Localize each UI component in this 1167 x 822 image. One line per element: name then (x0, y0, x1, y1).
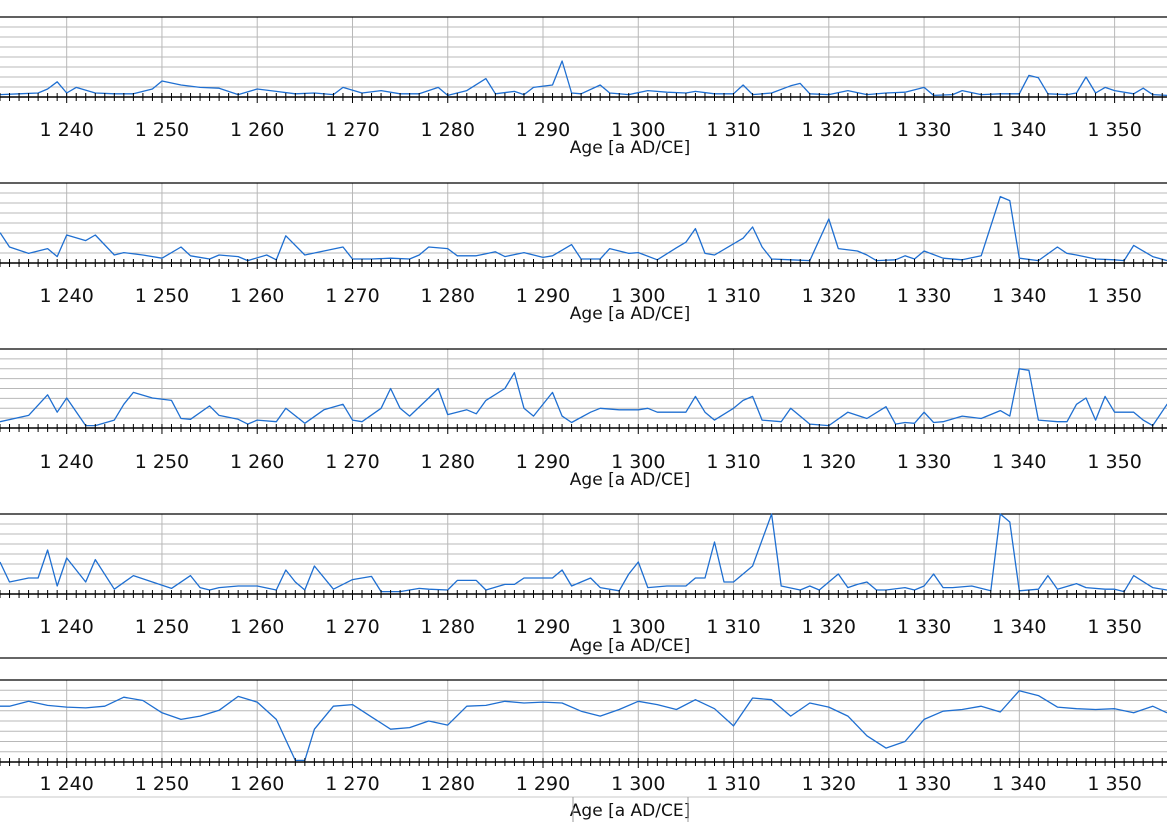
x-tick-label: 1 330 (897, 451, 951, 473)
x-tick-label: 1 320 (802, 119, 856, 141)
x-tick-label: 1 300 (611, 119, 665, 141)
x-tick-label: 1 350 (1087, 285, 1141, 307)
x-tick-label: 1 260 (230, 616, 284, 638)
x-tick-label: 1 270 (325, 773, 379, 795)
chart-panel-5: 1 240 1 250 1 260 1 270 1 280 1 290 1 300 1 310… (0, 679, 1167, 822)
series-line (0, 368, 1167, 427)
x-tick-label: 1 350 (1087, 119, 1141, 141)
x-tick-label: 1 250 (135, 773, 189, 795)
x-tick-label: 1 270 (325, 119, 379, 141)
x-tick-label: 1 280 (421, 773, 475, 795)
x-tick-label: 1 340 (992, 451, 1046, 473)
x-tick-label: 1 280 (421, 616, 475, 638)
x-tick-label: 1 320 (802, 285, 856, 307)
x-tick-label: 1 320 (802, 451, 856, 473)
x-tick-label: 1 250 (135, 119, 189, 141)
x-tick-label: 1 290 (516, 773, 570, 795)
x-tick-label: 1 330 (897, 773, 951, 795)
x-tick-label: 1 250 (135, 451, 189, 473)
chart-panel-1: 1 240 1 250 1 260 1 270 1 280 1 290 1 300 1 310… (0, 16, 1167, 158)
x-tick-label: 1 240 (39, 616, 93, 638)
x-tick-label: 1 280 (421, 285, 475, 307)
x-tick-label: 1 270 (325, 285, 379, 307)
series-line (0, 513, 1167, 593)
x-tick-label: 1 280 (421, 451, 475, 473)
x-tick-label: 1 320 (802, 616, 856, 638)
x-tick-label: 1 350 (1087, 451, 1141, 473)
x-axis-title: Age [a AD/CE] (570, 304, 690, 324)
x-tick-label: 1 260 (230, 451, 284, 473)
x-tick-label: 1 290 (516, 119, 570, 141)
x-axis-title: Age [a AD/CE] (570, 138, 690, 158)
x-tick-label: 1 270 (325, 451, 379, 473)
x-tick-label: 1 260 (230, 285, 284, 307)
x-tick-label: 1 310 (706, 119, 760, 141)
x-tick-label: 1 330 (897, 285, 951, 307)
chart-panel-2: 1 240 1 250 1 260 1 270 1 280 1 290 1 300 1 310… (0, 182, 1167, 324)
x-tick-label: 1 280 (421, 119, 475, 141)
x-tick-label: 1 320 (802, 773, 856, 795)
x-tick-label: 1 330 (897, 119, 951, 141)
x-tick-label: 1 340 (992, 616, 1046, 638)
x-tick-label: 1 290 (516, 616, 570, 638)
x-tick-label: 1 310 (706, 773, 760, 795)
x-axis-title: Age [a AD/CE] (570, 801, 690, 821)
chart-panel-4: 1 240 1 250 1 260 1 270 1 280 1 290 1 300 1 310… (0, 513, 1167, 656)
x-tick-label: 1 260 (230, 773, 284, 795)
series-line (0, 195, 1167, 262)
x-tick-label: 1 330 (897, 616, 951, 638)
series-line (0, 690, 1167, 762)
x-tick-label: 1 350 (1087, 773, 1141, 795)
x-tick-label: 1 300 (611, 451, 665, 473)
x-tick-label: 1 260 (230, 119, 284, 141)
x-tick-label: 1 240 (39, 451, 93, 473)
x-tick-label: 1 240 (39, 773, 93, 795)
x-tick-label: 1 310 (706, 616, 760, 638)
x-tick-label: 1 300 (611, 285, 665, 307)
x-tick-label: 1 250 (135, 285, 189, 307)
x-tick-label: 1 310 (706, 451, 760, 473)
x-tick-label: 1 300 (611, 616, 665, 638)
x-tick-label: 1 240 (39, 285, 93, 307)
x-tick-label: 1 340 (992, 285, 1046, 307)
x-tick-label: 1 350 (1087, 616, 1141, 638)
chart-panel-3: 1 240 1 250 1 260 1 270 1 280 1 290 1 300 1 310… (0, 348, 1167, 490)
x-tick-label: 1 250 (135, 616, 189, 638)
x-tick-label: 1 340 (992, 119, 1046, 141)
x-tick-label: 1 290 (516, 451, 570, 473)
x-tick-label: 1 300 (611, 773, 665, 795)
x-tick-label: 1 290 (516, 285, 570, 307)
x-axis-title: Age [a AD/CE] (570, 636, 690, 656)
x-tick-label: 1 270 (325, 616, 379, 638)
x-tick-label: 1 310 (706, 285, 760, 307)
series-line (0, 60, 1167, 97)
x-tick-label: 1 340 (992, 773, 1046, 795)
x-tick-label: 1 240 (39, 119, 93, 141)
x-axis-title: Age [a AD/CE] (570, 470, 690, 490)
